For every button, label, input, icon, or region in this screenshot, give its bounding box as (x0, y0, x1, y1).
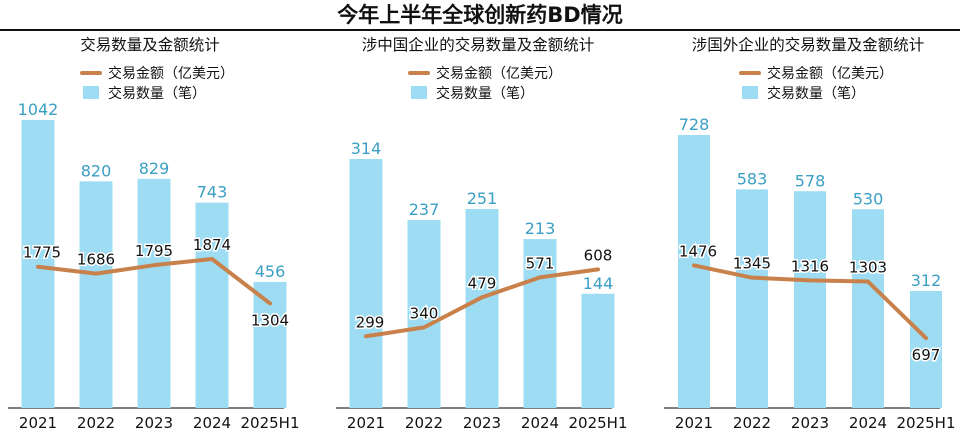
panel-3-bar-2025H1 (910, 291, 942, 408)
panel-3-line-label-2024: 1303 (849, 259, 887, 277)
panel-2-x-tick-2023: 2023 (463, 414, 501, 432)
panel-3-line-label-2022: 1345 (733, 255, 771, 273)
panel-2-bar-2021 (349, 158, 383, 408)
panel-3-amount-line (692, 263, 928, 341)
panel-1-bar-2024 (195, 202, 229, 408)
panel-2-x-tick-2021: 2021 (347, 414, 385, 432)
panel-1-line-label-2024: 1874 (193, 236, 231, 254)
panel-3-bar-label-2023: 578 (795, 171, 826, 190)
panel-3-legend-bar-swatch (742, 86, 758, 99)
panel-2-line-label-2024: 571 (526, 254, 555, 272)
page-title: 今年上半年全球创新药BD情况 (337, 3, 623, 27)
panel-1-legend-line-label: 交易金额（亿美元） (108, 65, 234, 82)
panel-3-line-label-2021: 1476 (679, 242, 717, 260)
panel-3-bar-2021 (678, 135, 710, 408)
panel-2-x-tick-2024: 2024 (521, 414, 559, 432)
panel-1-bar-label-2023: 829 (139, 159, 170, 178)
panel-3-x-tick-2022: 2022 (733, 414, 771, 432)
panel-2-bar-label-2021: 314 (351, 139, 382, 158)
panel-1-x-tick-2021: 2021 (19, 414, 57, 432)
panel-1-bar-2023 (137, 178, 171, 408)
panel-3-bar-label-2025H1: 312 (911, 271, 942, 290)
panel-2-bar-2023 (465, 208, 499, 408)
panel-3-line-label-2025H1: 697 (912, 346, 941, 364)
title-divider (0, 29, 960, 31)
panel-1-amount-line (36, 257, 272, 306)
panel-1-x-tick-2023: 2023 (135, 414, 173, 432)
panel-3-x-tick-2025H1: 2025H1 (897, 414, 956, 432)
panel-3-x-tick-2024: 2024 (849, 414, 887, 432)
panel-1-line-label-2021: 1775 (23, 244, 61, 262)
panel-1-bar-2022 (79, 181, 113, 408)
panel-1-title: 交易数量及金额统计 (80, 36, 220, 54)
panel-3-bar-2023 (794, 191, 826, 408)
panel-3-x-tick-2021: 2021 (675, 414, 713, 432)
panel-1-x-tick-2025H1: 2025H1 (241, 414, 300, 432)
panel-1-line-label-2022: 1686 (77, 251, 115, 269)
panel-1-line-label-2023: 1795 (135, 242, 173, 260)
panel-1-bar-label-2022: 820 (81, 161, 112, 180)
panel-1-bar-label-2021: 1042 (18, 100, 59, 119)
panel-1-legend-bar-label: 交易数量（笔） (108, 85, 206, 102)
panel-2-bar-label-2022: 237 (409, 200, 440, 219)
panel-2-line-label-2025H1: 608 (584, 246, 613, 264)
panel-2-legend-line-label: 交易金额（亿美元） (436, 65, 562, 82)
panel-2-x-tick-2025H1: 2025H1 (569, 414, 628, 432)
panel-3-x-tick-2023: 2023 (791, 414, 829, 432)
panel-1-x-tick-2024: 2024 (193, 414, 231, 432)
panel-3-line-label-2023: 1316 (791, 257, 829, 275)
panel-3-bar-label-2021: 728 (679, 115, 710, 134)
panel-1-legend-bar-swatch (83, 86, 99, 99)
panel-2-bar-label-2024: 213 (525, 219, 556, 238)
panel-2-line-label-2022: 340 (410, 304, 439, 322)
panel-2-bar-2024 (523, 239, 557, 408)
panel-3-legend-line-label: 交易金额（亿美元） (767, 65, 893, 82)
panel-2-title: 涉中国企业的交易数量及金额统计 (362, 36, 595, 54)
panel-2-line-label-2023: 479 (468, 274, 497, 292)
panel-2-bar-2025H1 (581, 293, 615, 408)
panel-3-title: 涉国外企业的交易数量及金额统计 (692, 36, 925, 54)
panel-2-bar-label-2025H1: 144 (583, 274, 614, 293)
panel-2-legend-bar-swatch (411, 86, 427, 99)
panel-2-bar-label-2023: 251 (467, 189, 498, 208)
panel-1-x-tick-2022: 2022 (77, 414, 115, 432)
panel-1-bar-2021 (21, 119, 55, 408)
panel-1-bar-2025H1 (253, 281, 287, 408)
panel-1-bar-label-2025H1: 456 (255, 262, 286, 281)
panel-1-bar-label-2024: 743 (197, 183, 228, 202)
panel-3-bar-2022 (736, 189, 768, 408)
panel-2-bar-2022 (407, 220, 441, 408)
panel-3-legend-bar-label: 交易数量（笔） (767, 85, 865, 102)
panel-2-line-label-2021: 299 (356, 313, 385, 331)
panel-3-bar-2024 (852, 209, 884, 408)
panel-3-bar-label-2024: 530 (853, 189, 884, 208)
panel-1-line-label-2025H1: 1304 (251, 311, 289, 329)
panel-2-x-tick-2022: 2022 (405, 414, 443, 432)
panel-2-legend-bar-label: 交易数量（笔） (436, 85, 534, 102)
panel-3-bar-label-2022: 583 (737, 169, 768, 188)
panel-2-amount-line (364, 267, 600, 339)
